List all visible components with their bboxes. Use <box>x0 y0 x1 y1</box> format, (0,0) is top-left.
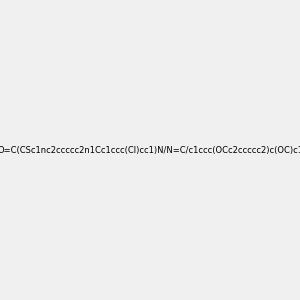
Text: O=C(CSc1nc2ccccc2n1Cc1ccc(Cl)cc1)N/N=C/c1ccc(OCc2ccccc2)c(OC)c1: O=C(CSc1nc2ccccc2n1Cc1ccc(Cl)cc1)N/N=C/c… <box>0 146 300 154</box>
